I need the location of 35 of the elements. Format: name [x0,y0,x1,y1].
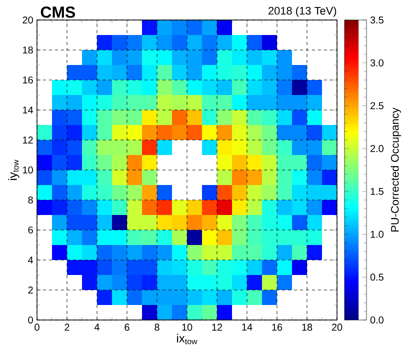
x-tick-label: 16 [272,324,282,331]
x-tick-label: 4 [94,324,100,331]
color-bar-label: 3.0 [370,59,384,66]
x-tick-label: 12 [212,324,222,331]
y-tick-label: 20 [22,16,33,24]
x-tick-label: 0 [34,324,40,331]
y-tick-label: 10 [23,166,33,174]
y-tick-label: 4 [28,256,34,264]
y-tick-label: 0 [28,316,33,324]
y-tick-label: 12 [23,136,33,144]
color-bar-label: 3.5 [370,16,384,24]
chart-title: CMS [40,6,75,18]
color-bar-title: PU-Corrected Occupancy [390,108,401,232]
color-bar-label: 0.5 [370,274,384,281]
x-tick-label: 20 [332,324,342,331]
y-tick-label: 16 [23,76,33,84]
x-tick-label: 10 [182,324,192,331]
y-tick-label: 18 [23,46,33,54]
x-tick-label: 18 [302,324,312,331]
x-tick-label: 8 [154,324,160,331]
color-bar-label: 1.5 [370,188,384,195]
x-tick-label: 6 [124,324,130,331]
color-bar-label: 1.0 [370,230,384,238]
y-tick-label: 14 [23,106,34,114]
y-axis-title: iy$_{tow}$ [8,160,20,180]
chart-subtitle: 2018 (13 TeV) [268,6,336,17]
x-axis-title: ix$_{tow}$ [177,334,198,344]
color-bar-label: 2.0 [370,145,384,152]
x-tick-label: 2 [64,324,70,331]
y-tick-label: 6 [28,226,33,234]
color-bar-label: 2.5 [370,102,384,110]
y-tick-label: 8 [28,196,33,204]
x-tick-label: 14 [242,324,252,331]
color-bar-label: 0.0 [370,316,384,324]
y-tick-label: 2 [28,286,33,294]
